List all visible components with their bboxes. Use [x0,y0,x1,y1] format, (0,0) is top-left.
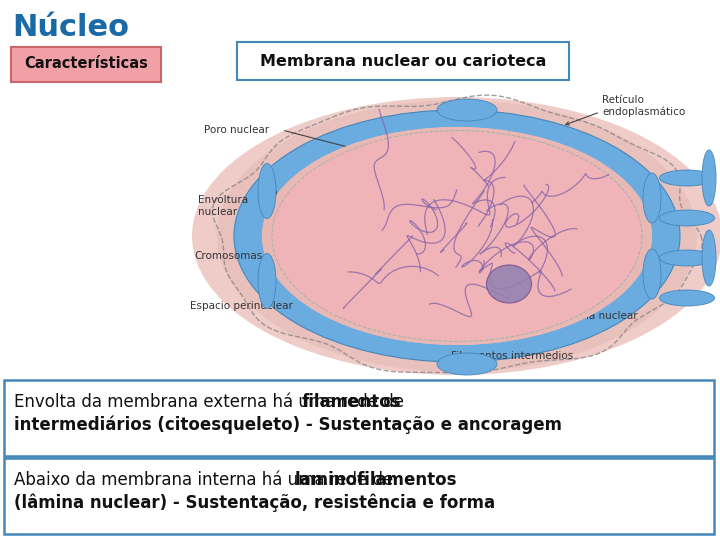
Text: Membrana nuclear ou carioteca: Membrana nuclear ou carioteca [260,53,546,69]
Text: Poro nuclear: Poro nuclear [204,125,269,135]
Ellipse shape [660,250,714,266]
Text: intermediários (citoesqueleto) - Sustentação e ancoragem: intermediários (citoesqueleto) - Sustent… [14,415,562,434]
Ellipse shape [487,265,531,303]
Text: Envolta da membrana externa há uma rede de: Envolta da membrana externa há uma rede … [14,393,409,411]
Text: Núcleo: Núcleo [12,14,129,43]
Text: {: { [264,194,276,213]
FancyBboxPatch shape [4,458,714,534]
Ellipse shape [192,97,720,375]
Ellipse shape [258,253,276,308]
Text: laminofilamentos: laminofilamentos [294,471,457,489]
Text: (lâmina nuclear) - Sustentação, resistência e forma: (lâmina nuclear) - Sustentação, resistên… [14,493,495,511]
Text: Membr. interna: Membr. interna [270,192,339,200]
Ellipse shape [643,173,661,223]
Ellipse shape [437,99,497,121]
FancyBboxPatch shape [11,47,161,82]
Text: Espacio perinuclear: Espacio perinuclear [190,301,293,311]
Ellipse shape [258,164,276,219]
Text: Membr. externa: Membr. externa [270,208,341,218]
Text: Nucléolo: Nucléolo [572,273,617,283]
Text: Retículo
endoplasmático: Retículo endoplasmático [602,95,685,117]
Ellipse shape [273,132,641,340]
Ellipse shape [702,230,716,286]
Text: Envoltura
nuclear: Envoltura nuclear [198,195,248,217]
FancyBboxPatch shape [4,380,714,456]
Ellipse shape [660,170,714,186]
Ellipse shape [437,353,497,375]
Ellipse shape [234,110,680,362]
Text: filamentos: filamentos [301,393,401,411]
Text: Lâmina nuclear: Lâmina nuclear [557,311,638,321]
Ellipse shape [702,150,716,206]
Ellipse shape [262,127,652,345]
Text: Filamentos intermedios: Filamentos intermedios [451,351,573,361]
Ellipse shape [643,249,661,299]
Ellipse shape [660,290,714,306]
Text: Cromosomas: Cromosomas [194,251,262,261]
FancyBboxPatch shape [237,42,569,80]
Ellipse shape [217,100,697,372]
Text: Características: Características [24,57,148,71]
Ellipse shape [262,127,652,345]
Ellipse shape [660,210,714,226]
Text: Abaixo da membrana interna há uma rede de: Abaixo da membrana interna há uma rede d… [14,471,398,489]
